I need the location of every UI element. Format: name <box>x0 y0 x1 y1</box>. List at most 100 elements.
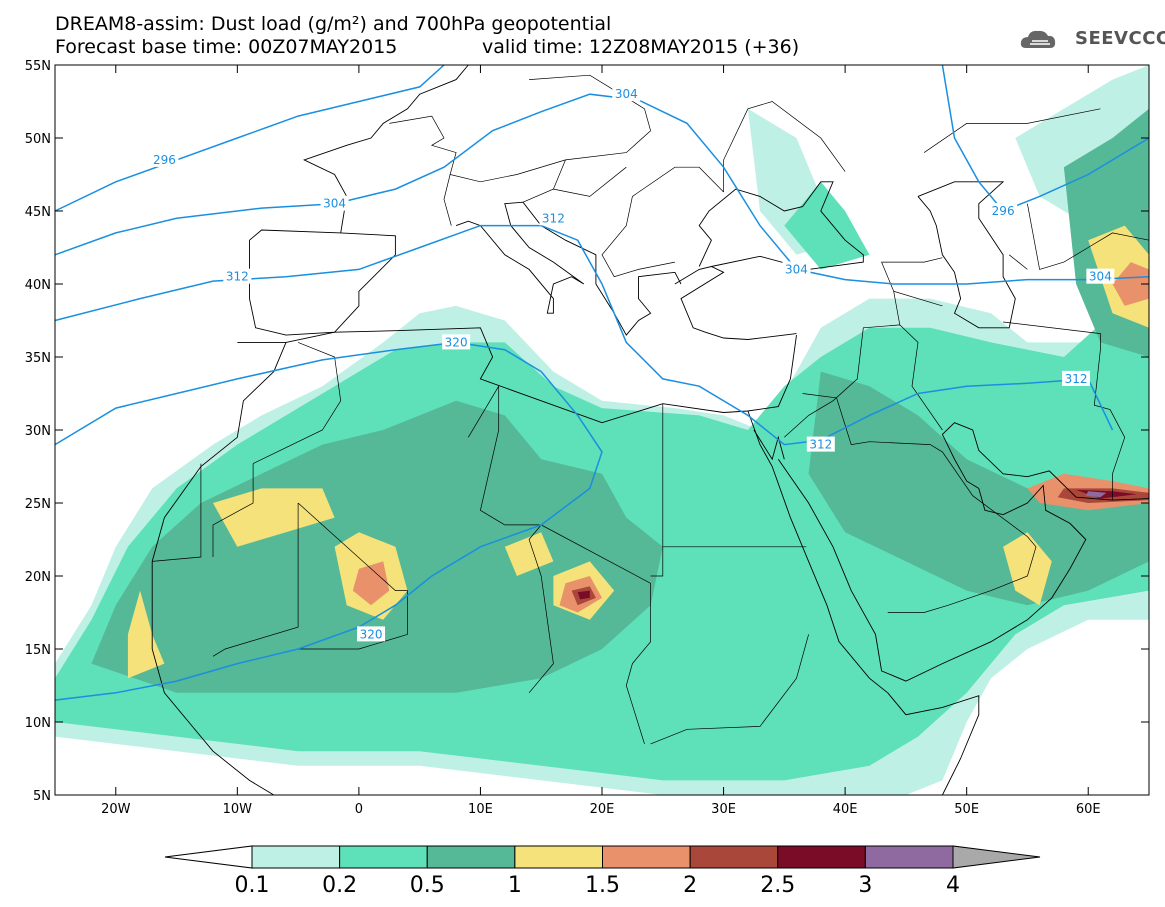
colorbar-label: 1.5 <box>585 873 620 898</box>
country-border <box>443 174 452 226</box>
map-title: DREAM8-assim: Dust load (g/m²) and 700hP… <box>55 13 612 35</box>
contour-label: 304 <box>323 197 346 211</box>
country-border <box>152 463 202 562</box>
colorbar-segment <box>864 845 954 869</box>
colorbar-label: 0.2 <box>322 873 357 898</box>
contour-296 <box>54 64 445 212</box>
contour-label-bg <box>612 86 641 102</box>
coastline <box>777 422 1150 682</box>
colorbar: 0.1 0.2 0.5 1 1.5 2 2.5 3 4 <box>164 845 1041 898</box>
colorbar-segment <box>777 845 866 869</box>
dust-region-1_5 <box>352 561 390 606</box>
contour-label: 312 <box>1065 372 1088 386</box>
coastline <box>151 342 287 562</box>
lat-tick-label: 20N <box>25 570 51 585</box>
contour-label: 296 <box>992 204 1015 218</box>
geopotential-contours: 296 304 304 304 304 312 312 312 312 320 320 296 <box>54 64 1150 701</box>
contour-label-bg <box>223 268 252 284</box>
logo-text: SEEVCCC <box>1075 28 1165 49</box>
contour-296 <box>941 64 1150 212</box>
coastline <box>674 266 797 340</box>
contour-label-bg <box>989 203 1018 218</box>
contour-label-bg <box>806 436 835 452</box>
colorbar-label: 2 <box>683 873 697 898</box>
country-border <box>1027 203 1150 270</box>
country-border <box>297 502 408 650</box>
contour-label-bg <box>320 195 349 211</box>
country-border <box>650 546 664 577</box>
contour-label: 304 <box>615 87 638 101</box>
lat-tick-label: 50N <box>25 132 51 147</box>
valid-time: valid time: 12Z08MAY2015 (+36) <box>482 36 800 58</box>
coastline <box>455 201 682 336</box>
coastline <box>249 229 396 336</box>
lat-tick-label: 25N <box>25 497 51 512</box>
coastline <box>917 181 1016 329</box>
lat-tick-label: 30N <box>25 424 51 439</box>
coastline <box>753 429 785 461</box>
colorbar-label: 2.5 <box>760 873 795 898</box>
colorbar-low-arrow <box>164 845 253 869</box>
contour-label: 312 <box>226 270 249 284</box>
country-border <box>650 634 809 745</box>
contour-label-bg <box>1086 268 1115 284</box>
coastline <box>237 327 797 424</box>
country-border <box>881 257 943 292</box>
contour-label-bg <box>1062 370 1091 386</box>
lat-tick-label: 5N <box>33 789 51 804</box>
map-axes: 55N 50N 45N 40N 35N 30N 25N 20N 15N 10N 5N 20W 10W 0 1… <box>25 59 1149 817</box>
country-border <box>212 463 254 557</box>
lon-tick-label: 10E <box>468 802 493 817</box>
contour-label: 320 <box>360 627 383 641</box>
contour-label-bg <box>442 334 471 350</box>
dust-region-1 <box>127 590 165 679</box>
country-border <box>601 166 724 278</box>
dust-region-3 <box>1085 491 1107 498</box>
contour-label-bg <box>782 261 811 277</box>
contour-label: 304 <box>785 262 808 276</box>
country-border <box>1008 254 1028 270</box>
coastline-layer <box>151 64 1150 796</box>
country-border <box>389 74 651 183</box>
country-border <box>784 324 943 438</box>
dust-region-2_5 <box>577 590 590 600</box>
contour-label: 312 <box>542 211 565 225</box>
dust-region-1 <box>504 532 554 576</box>
dust-region-1_5 <box>1112 262 1149 306</box>
colorbar-segment <box>602 845 691 869</box>
cloud-logo-icon <box>1020 30 1056 48</box>
colorbar-label: 0.5 <box>410 873 445 898</box>
contour-label-bg <box>539 210 568 226</box>
lat-tick-label: 10N <box>25 716 51 731</box>
country-border <box>802 393 1037 613</box>
lon-tick-label: 20W <box>101 802 131 817</box>
lon-tick-label: 0 <box>355 802 363 817</box>
country-border <box>923 108 1101 153</box>
colorbar-segment <box>689 845 779 869</box>
country-border <box>723 101 846 192</box>
dust-load-layer <box>55 65 1149 795</box>
lat-tick-label: 40N <box>25 278 51 293</box>
coastline <box>698 181 864 270</box>
lat-tick-label: 45N <box>25 205 51 220</box>
lon-tick-label: 10W <box>223 802 253 817</box>
colorbar-segment <box>339 845 428 869</box>
lon-tick-label: 50E <box>954 802 979 817</box>
contour-312 <box>54 224 1114 446</box>
colorbar-label: 0.1 <box>235 873 270 898</box>
colorbar-label: 4 <box>946 873 960 898</box>
country-border <box>212 503 299 657</box>
colorbar-segment <box>514 845 603 869</box>
contour-label: 304 <box>1089 270 1112 284</box>
contour-label-bg <box>150 151 179 167</box>
coastline <box>887 692 980 796</box>
lon-tick-label: 30E <box>711 802 736 817</box>
dust-region-1 <box>213 488 335 547</box>
coastline <box>303 64 469 233</box>
colorbar-label: 3 <box>858 873 872 898</box>
forecast-base-time: Forecast base time: 00Z07MAY2015 <box>55 36 398 58</box>
contour-label: 296 <box>153 153 176 167</box>
country-border <box>528 524 554 694</box>
colorbar-label: 1 <box>508 873 522 898</box>
